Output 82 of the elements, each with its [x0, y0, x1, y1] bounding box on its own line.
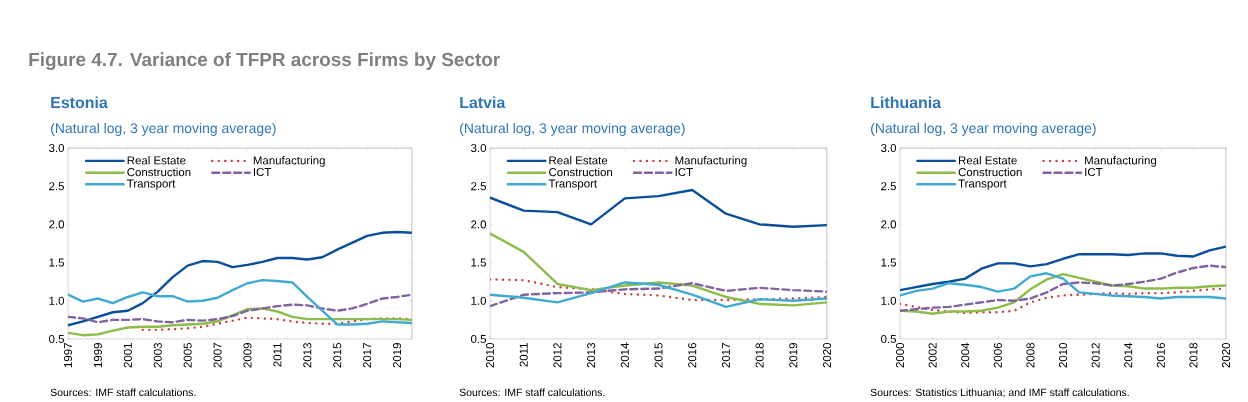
legend-label: Construction: [127, 167, 191, 177]
x-tick-label: 2015: [654, 343, 663, 368]
y-tick-label: 1.5: [881, 258, 897, 267]
x-tick-label: 2019: [392, 343, 402, 368]
x-tick-label: 2017: [363, 343, 372, 368]
line-series: [490, 278, 828, 302]
legend-label: Transport: [548, 179, 597, 190]
y-tick-label: 1.5: [471, 258, 486, 267]
line-series: [490, 188, 828, 228]
x-tick-label: 2011: [273, 343, 282, 367]
line-series: [68, 278, 412, 326]
source-note: Sources: IMF staff calculations.: [50, 388, 196, 397]
x-tick-label: 2015: [333, 343, 342, 368]
x-tick-label: 2019: [789, 343, 798, 368]
x-tick-label: 2020: [1221, 342, 1231, 368]
y-tick-label: 2.0: [49, 220, 65, 229]
y-tick-label: 2.5: [471, 182, 486, 191]
chart-title: Lithuania: [871, 96, 942, 109]
legend-label: Manufacturing: [253, 156, 325, 167]
y-tick-label: 1.0: [471, 296, 487, 305]
y-tick-label: 2.5: [49, 182, 64, 191]
x-tick-label: 2017: [721, 343, 730, 368]
x-tick-label: 2018: [1189, 343, 1198, 368]
x-tick-label: 2000: [895, 342, 905, 368]
legend-label: Construction: [549, 167, 613, 177]
y-tick-label: 0.5: [49, 334, 64, 344]
y-tick-label: 3.0: [471, 143, 487, 153]
y-tick-label: 1.5: [49, 258, 64, 267]
legend-label: Real Estate: [127, 156, 186, 165]
legend-label: Real Estate: [549, 156, 608, 165]
x-tick-label: 2020: [822, 342, 832, 368]
x-tick-label: 2018: [755, 343, 764, 368]
legend-label: ICT: [675, 167, 693, 177]
x-tick-label: 2013: [587, 343, 596, 368]
y-tick-label: 2.0: [881, 220, 897, 229]
legend-label: Manufacturing: [1085, 156, 1157, 167]
x-tick-label: 2004: [961, 342, 970, 368]
x-tick-label: 2005: [183, 343, 192, 368]
source-note: Sources: Statistics Lithuania; and IMF staff calculations.: [870, 388, 1129, 398]
x-tick-label: 2013: [303, 343, 312, 368]
x-tick-label: 2014: [620, 342, 629, 368]
legend-label: Construction: [958, 167, 1022, 177]
line-series: [490, 232, 828, 307]
chart-title: Latvia: [460, 96, 506, 109]
y-tick-label: 3.0: [881, 143, 897, 153]
x-tick-label: 2016: [1156, 343, 1165, 368]
x-tick-label: 2010: [1058, 342, 1068, 368]
legend-label: ICT: [1085, 167, 1103, 177]
y-tick-label: 1.0: [49, 296, 65, 305]
x-tick-label: 2012: [1091, 343, 1100, 368]
x-tick-label: 1999: [93, 343, 102, 368]
caption: Figure 4.7. Variance of TFPR across Firms by Sector: [29, 52, 500, 71]
legend-label: Transport: [127, 179, 176, 190]
x-tick-label: 2002: [928, 343, 937, 368]
x-tick-label: 2007: [213, 343, 222, 368]
legend-label: Transport: [958, 179, 1007, 190]
x-tick-label: 1997: [63, 343, 73, 368]
y-tick-label: 2.0: [471, 220, 487, 229]
x-tick-label: 2003: [153, 343, 162, 368]
chart-subtitle: (Natural log, 3 year moving average): [51, 122, 276, 136]
y-tick-label: 3.0: [48, 143, 65, 153]
legend-label: ICT: [253, 167, 272, 177]
x-tick-label: 2006: [993, 343, 1002, 368]
x-tick-label: 2012: [553, 343, 562, 368]
legend-label: Manufacturing: [675, 156, 747, 167]
x-tick-label: 2010: [485, 342, 495, 368]
y-tick-label: 1.0: [881, 296, 897, 305]
y-tick-label: 0.5: [881, 334, 897, 344]
legend-label: Real Estate: [958, 156, 1017, 165]
chart-title: Estonia: [51, 96, 108, 109]
y-tick-label: 2.5: [881, 182, 897, 191]
chart-subtitle: (Natural log, 3 year moving average): [460, 122, 685, 136]
x-tick-label: 2014: [1124, 342, 1133, 368]
x-tick-label: 2001: [123, 343, 132, 368]
x-tick-label: 2008: [1026, 343, 1035, 368]
line-series: [68, 293, 412, 324]
source-note: Sources: IMF staff calculations.: [459, 388, 605, 397]
y-tick-label: 0.5: [471, 334, 486, 344]
x-tick-label: 2011: [519, 343, 528, 367]
x-tick-label: 2016: [688, 343, 697, 368]
x-tick-label: 2009: [243, 343, 252, 368]
chart-subtitle: (Natural log, 3 year moving average): [871, 122, 1096, 136]
